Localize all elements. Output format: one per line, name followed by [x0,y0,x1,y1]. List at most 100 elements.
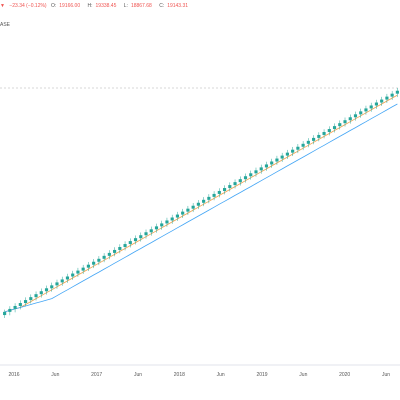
candle[interactable] [222,185,227,195]
candle-body [285,152,289,156]
candle-body [233,182,237,186]
candle-body [165,220,169,224]
candle[interactable] [280,152,284,162]
candle[interactable] [317,132,321,142]
candle[interactable] [332,123,337,133]
candle[interactable] [259,164,263,174]
candle[interactable] [160,220,164,230]
candle[interactable] [306,138,310,148]
candle[interactable] [50,282,54,292]
candle[interactable] [13,303,17,313]
x-tick-label: Jun [382,372,390,378]
candle[interactable] [81,264,85,274]
candle[interactable] [212,191,216,201]
candle-body [113,249,117,253]
candle[interactable] [343,117,347,127]
candle[interactable] [264,161,269,171]
candle[interactable] [71,270,75,280]
candle[interactable] [65,273,70,283]
candle[interactable] [301,141,305,151]
candle[interactable] [385,93,389,103]
candle[interactable] [322,129,326,139]
high-label: H: [87,3,93,9]
candle[interactable] [113,247,117,257]
candle[interactable] [92,259,96,269]
candle[interactable] [133,235,138,245]
candle-body [8,308,12,312]
candle[interactable] [29,294,33,304]
candle[interactable] [228,182,232,192]
candle[interactable] [243,173,248,183]
candle-body [144,232,148,236]
candle-body [312,137,316,141]
candle[interactable] [175,211,180,221]
candle[interactable] [380,96,384,106]
candle-body [369,105,373,109]
candle[interactable] [86,261,90,272]
candle[interactable] [154,223,159,233]
candle[interactable] [44,285,49,295]
candle-body [160,223,164,227]
candle[interactable] [249,170,253,180]
candle[interactable] [191,203,195,213]
candle[interactable] [144,229,148,239]
candle[interactable] [60,276,64,286]
candle[interactable] [165,217,169,227]
candle[interactable] [76,267,80,277]
candle[interactable] [270,158,274,168]
candle[interactable] [238,176,242,186]
candle[interactable] [170,214,174,224]
candle-body [390,93,394,97]
candle[interactable] [107,250,111,260]
candle[interactable] [291,146,295,157]
candle[interactable] [359,108,363,118]
candle-body [139,235,143,239]
candle-body [207,196,211,200]
candle-body [186,208,190,212]
candle[interactable] [374,99,379,109]
candle[interactable] [338,120,342,130]
candle-body [264,164,269,168]
candle[interactable] [217,188,221,198]
candle[interactable] [207,194,211,204]
candle[interactable] [18,300,22,310]
candle[interactable] [254,167,258,177]
candle[interactable] [196,200,200,210]
candle[interactable] [128,238,132,248]
x-tick-label: 2017 [91,372,102,378]
low-value: 18867.68 [130,3,152,9]
candle[interactable] [233,179,237,189]
candle[interactable] [123,241,127,251]
candle[interactable] [312,135,316,145]
candle[interactable] [395,88,399,98]
candle[interactable] [118,244,122,254]
candle[interactable] [390,90,394,101]
candle[interactable] [102,253,106,263]
candle[interactable] [364,105,368,115]
candle[interactable] [369,102,373,112]
candle[interactable] [97,256,101,266]
candle[interactable] [202,197,206,207]
candle[interactable] [139,232,143,242]
candle-body [149,229,153,233]
candle[interactable] [181,208,185,218]
candle[interactable] [296,144,300,154]
candle[interactable] [275,155,279,165]
candle[interactable] [149,226,153,236]
moving-average-slow [4,103,398,313]
candle[interactable] [55,279,59,289]
candle-body [317,134,321,138]
candle-body [212,193,216,197]
candle[interactable] [285,149,289,159]
candle[interactable] [34,291,38,301]
candle[interactable] [39,288,43,298]
candle[interactable] [186,205,190,216]
candle[interactable] [353,111,358,121]
candle[interactable] [327,126,331,136]
candle[interactable] [348,114,352,124]
candle[interactable] [8,306,12,316]
candle[interactable] [23,297,28,307]
candle[interactable] [3,309,7,318]
